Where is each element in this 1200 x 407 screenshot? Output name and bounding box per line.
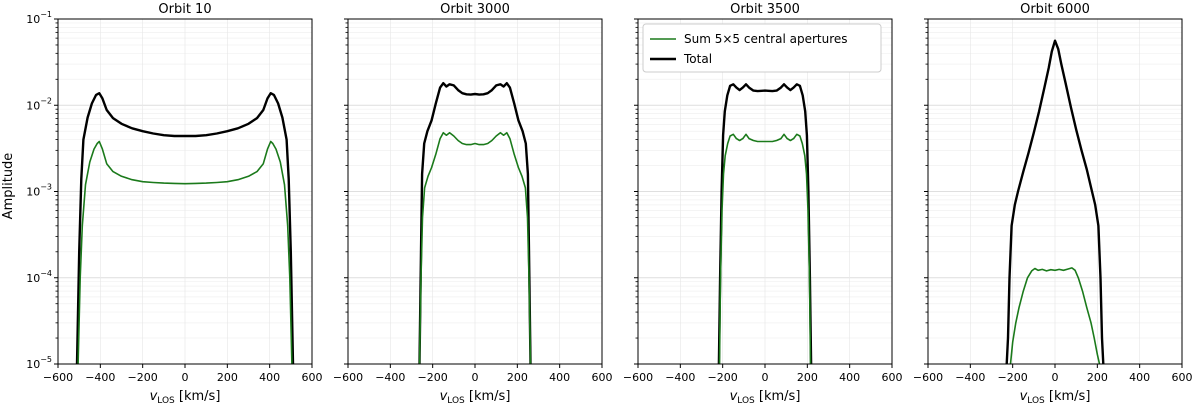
panels: Orbit 10−600 −400 −200 0 200 400 60010−110−210… bbox=[26, 2, 1192, 406]
x-tick-label: −400 bbox=[955, 371, 985, 384]
y-tick-exponent: −5 bbox=[40, 355, 52, 364]
series-line-sum-5x5 bbox=[418, 131, 532, 364]
x-tick-label: 400 bbox=[839, 371, 860, 384]
x-axis-label-sub: LOS bbox=[157, 396, 175, 406]
x-tick-label: 400 bbox=[259, 371, 280, 384]
y-tick-exponent: −3 bbox=[40, 183, 52, 192]
series-group bbox=[75, 91, 295, 364]
series-line-total bbox=[418, 81, 532, 364]
x-tick-label: 400 bbox=[549, 371, 570, 384]
legend-label: Total bbox=[683, 52, 712, 66]
y-tick-label: 10−1 bbox=[26, 10, 52, 26]
panel-3: Orbit 3500 −600 −400 −200 0 200 400 600 vLOS [km… bbox=[623, 2, 903, 406]
x-tick-label: 200 bbox=[507, 371, 528, 384]
legend-label: Sum 5×5 central apertures bbox=[684, 32, 848, 46]
x-tick-label: 200 bbox=[217, 371, 238, 384]
y-tick-exponent: −1 bbox=[40, 10, 52, 19]
series-line-total bbox=[75, 91, 295, 364]
y-tick-label: 10−3 bbox=[26, 183, 52, 199]
y-tick-exponent: −2 bbox=[40, 96, 52, 105]
x-axis-label-unit: [km/s] bbox=[465, 389, 511, 404]
x-tick-label: −400 bbox=[375, 371, 405, 384]
x-tick-label: 200 bbox=[797, 371, 818, 384]
x-tick-label: −600 bbox=[623, 371, 653, 384]
x-axis-label-sub: LOS bbox=[447, 396, 465, 406]
x-tick-label: 600 bbox=[302, 371, 323, 384]
y-tick-label: 10−2 bbox=[26, 96, 52, 112]
x-axis-label-unit: [km/s] bbox=[1045, 389, 1091, 404]
x-axis-label-sub: LOS bbox=[1027, 396, 1045, 406]
y-tick-base: 10 bbox=[26, 99, 40, 112]
x-axis-label: vLOS [km/s] bbox=[1020, 389, 1091, 406]
y-tick-base: 10 bbox=[26, 13, 40, 26]
x-tick-label: −200 bbox=[128, 371, 158, 384]
series-group bbox=[418, 81, 532, 364]
legend-box bbox=[642, 23, 882, 73]
x-tick-label: 200 bbox=[1087, 371, 1108, 384]
series-line-sum-5x5 bbox=[718, 133, 812, 364]
panel-2: Orbit 3000 −600 −400 −200 0 200 400 600 vLOS [km… bbox=[333, 2, 613, 406]
panel-1: Orbit 10−600 −400 −200 0 200 400 60010−110−210… bbox=[26, 2, 322, 406]
x-axis-label-sub: LOS bbox=[737, 396, 755, 406]
x-tick-label: 600 bbox=[882, 371, 903, 384]
series-line-total bbox=[1005, 39, 1105, 364]
grid bbox=[347, 18, 603, 365]
x-tick-label: 0 bbox=[762, 371, 769, 384]
x-tick-label: −200 bbox=[708, 371, 738, 384]
x-tick-label: −200 bbox=[998, 371, 1028, 384]
x-axis-label: vLOS [km/s] bbox=[150, 389, 221, 406]
x-tick-label: −400 bbox=[85, 371, 115, 384]
panel-4: Orbit 6000 −600 −400 −200 0 200 400 600 vLOS [km… bbox=[913, 2, 1193, 406]
series-group bbox=[1005, 39, 1105, 364]
y-tick-base: 10 bbox=[26, 186, 40, 199]
x-axis-label-var: v bbox=[730, 389, 738, 404]
x-axis-label-var: v bbox=[440, 389, 448, 404]
panel-title: Orbit 3500 bbox=[730, 2, 800, 17]
y-tick-exponent: −4 bbox=[40, 269, 52, 278]
panel-title: Orbit 3000 bbox=[440, 2, 510, 17]
series-line-total bbox=[717, 83, 813, 364]
x-tick-label: −400 bbox=[665, 371, 695, 384]
x-tick-label: 0 bbox=[1052, 371, 1059, 384]
series-line-sum-5x5 bbox=[77, 140, 293, 364]
y-tick-base: 10 bbox=[26, 272, 40, 285]
y-tick-label: 10−5 bbox=[26, 355, 52, 371]
series-line-sum-5x5 bbox=[1009, 267, 1101, 364]
x-tick-label: −600 bbox=[43, 371, 73, 384]
x-tick-label: −600 bbox=[333, 371, 363, 384]
x-axis-label-unit: [km/s] bbox=[175, 389, 221, 404]
x-tick-label: 400 bbox=[1129, 371, 1150, 384]
x-tick-label: 0 bbox=[472, 371, 479, 384]
series-group bbox=[717, 83, 813, 364]
x-axis-label-unit: [km/s] bbox=[755, 389, 801, 404]
x-axis-label: vLOS [km/s] bbox=[440, 389, 511, 406]
x-axis-label-var: v bbox=[1020, 389, 1028, 404]
y-tick-label: 10−4 bbox=[26, 269, 52, 285]
x-tick-label: −600 bbox=[913, 371, 943, 384]
grid bbox=[927, 18, 1183, 365]
x-axis-label-var: v bbox=[150, 389, 158, 404]
x-tick-label: 600 bbox=[1172, 371, 1193, 384]
x-tick-label: 0 bbox=[182, 371, 189, 384]
panel-title: Orbit 10 bbox=[158, 2, 211, 17]
x-axis-label: vLOS [km/s] bbox=[730, 389, 801, 406]
legend: Sum 5×5 central apertures Total bbox=[642, 23, 882, 73]
panel-title: Orbit 6000 bbox=[1020, 2, 1090, 17]
y-axis-label: Amplitude bbox=[1, 153, 16, 220]
x-tick-label: 600 bbox=[592, 371, 613, 384]
x-tick-label: −200 bbox=[418, 371, 448, 384]
y-tick-base: 10 bbox=[26, 358, 40, 371]
grid bbox=[57, 18, 313, 365]
